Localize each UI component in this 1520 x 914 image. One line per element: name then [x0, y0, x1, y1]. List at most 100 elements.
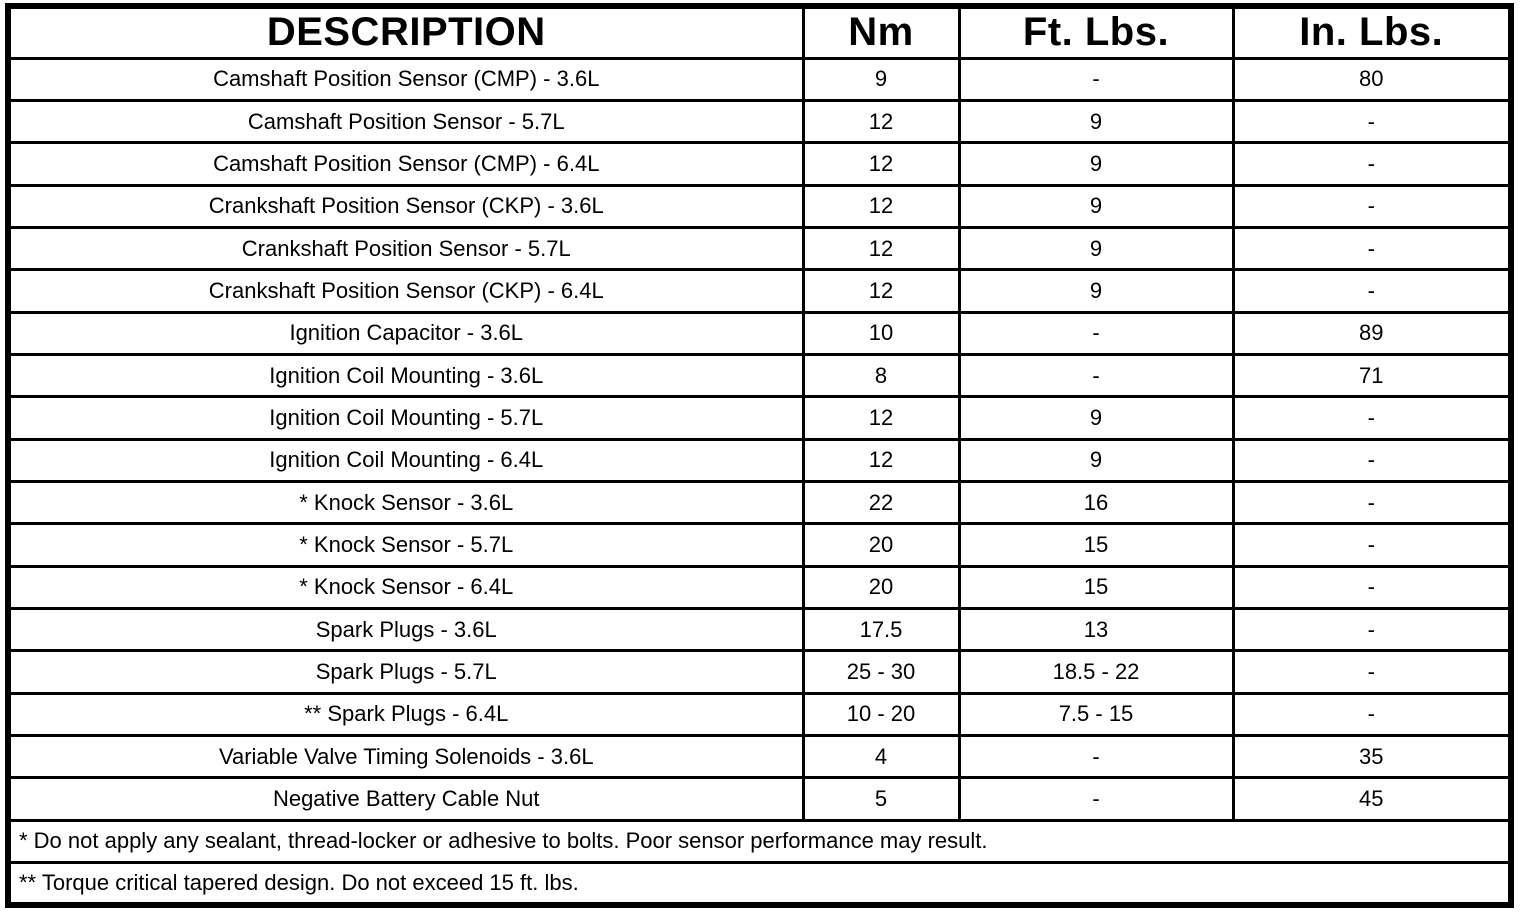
ft-lbs-cell: - — [957, 56, 1235, 102]
nm-cell: 12 — [801, 268, 961, 314]
footnote-row: ** Torque critical tapered design. Do no… — [6, 861, 1513, 907]
footnote-row: * Do not apply any sealant, thread-locke… — [6, 818, 1513, 865]
in-lbs-cell: - — [1231, 141, 1513, 187]
description-cell: ** Spark Plugs - 6.4L — [6, 691, 805, 738]
nm-cell: 17.5 — [801, 606, 961, 653]
ft-lbs-cell: 16 — [957, 479, 1235, 526]
ft-lbs-cell: - — [957, 310, 1235, 356]
ft-lbs-cell: 9 — [957, 183, 1235, 229]
table-row: * Knock Sensor - 3.6L 22 16- — [6, 479, 1513, 526]
nm-cell: 20 — [801, 522, 961, 568]
description-cell: Variable Valve Timing Solenoids - 3.6L — [6, 733, 805, 780]
table-row: Crankshaft Position Sensor (CKP) - 6.4L 1… — [6, 268, 1513, 314]
in-lbs-cell: - — [1231, 98, 1513, 145]
description-cell: Ignition Coil Mounting - 3.6L — [6, 352, 805, 399]
column-header-nm: Nm — [801, 4, 961, 60]
column-header-in-lbs: In. Lbs. — [1231, 4, 1513, 60]
in-lbs-cell: - — [1231, 691, 1513, 738]
nm-cell: 25 - 30 — [801, 649, 961, 695]
table-row: Variable Valve Timing Solenoids - 3.6L 4-… — [6, 733, 1513, 780]
description-cell: * Knock Sensor - 6.4L — [6, 564, 805, 610]
ft-lbs-cell: 18.5 - 22 — [957, 649, 1235, 695]
ft-lbs-cell: 15 — [957, 564, 1235, 610]
description-cell: * Knock Sensor - 5.7L — [6, 522, 805, 568]
ft-lbs-cell: 13 — [957, 606, 1235, 653]
in-lbs-cell: 35 — [1231, 733, 1513, 780]
table-row: Spark Plugs - 3.6L 17.5 13- — [6, 606, 1513, 653]
nm-cell: 4 — [801, 733, 961, 780]
table-row: * Knock Sensor - 5.7L 20 15- — [6, 522, 1513, 568]
nm-cell: 5 — [801, 776, 961, 822]
header-row: DESCRIPTION Nm Ft. Lbs. In. Lbs. — [6, 4, 1513, 60]
description-cell: * Knock Sensor - 3.6L — [6, 479, 805, 526]
table-row: * Knock Sensor - 6.4L 20 15- — [6, 564, 1513, 610]
table-row: Ignition Coil Mounting - 3.6L 8-71 — [6, 352, 1513, 399]
description-cell: Crankshaft Position Sensor (CKP) - 6.4L — [6, 268, 805, 314]
nm-cell: 12 — [801, 98, 961, 145]
nm-cell: 10 - 20 — [801, 691, 961, 738]
table-row: ** Spark Plugs - 6.4L 10 - 20 7.5 - 15- — [6, 691, 1513, 738]
ft-lbs-cell: 9 — [957, 268, 1235, 314]
description-cell: Camshaft Position Sensor (CMP) - 6.4L — [6, 141, 805, 187]
nm-cell: 10 — [801, 310, 961, 356]
ft-lbs-cell: 7.5 - 15 — [957, 691, 1235, 738]
nm-cell: 20 — [801, 564, 961, 610]
column-header-description: DESCRIPTION — [6, 4, 805, 60]
in-lbs-cell: - — [1231, 225, 1513, 272]
nm-cell: 22 — [801, 479, 961, 526]
table-row: Camshaft Position Sensor (CMP) - 6.4L 12 9… — [6, 141, 1513, 187]
nm-cell: 12 — [801, 183, 961, 229]
footnote-torque-critical: ** Torque critical tapered design. Do no… — [6, 861, 1513, 907]
description-cell: Crankshaft Position Sensor - 5.7L — [6, 225, 805, 272]
footnote-sealant: * Do not apply any sealant, thread-locke… — [6, 818, 1513, 865]
table-row: Ignition Capacitor - 3.6L 10-89 — [6, 310, 1513, 356]
table-body: Camshaft Position Sensor (CMP) - 3.6L 9-8… — [6, 56, 1513, 822]
ft-lbs-cell: 9 — [957, 395, 1235, 441]
description-cell: Negative Battery Cable Nut — [6, 776, 805, 822]
in-lbs-cell: 89 — [1231, 310, 1513, 356]
footnotes-body: * Do not apply any sealant, thread-locke… — [6, 818, 1513, 907]
torque-spec-table: DESCRIPTION Nm Ft. Lbs. In. Lbs. Camshaf… — [5, 3, 1514, 908]
nm-cell: 12 — [801, 395, 961, 441]
in-lbs-cell: - — [1231, 268, 1513, 314]
ft-lbs-cell: - — [957, 776, 1235, 822]
in-lbs-cell: - — [1231, 522, 1513, 568]
nm-cell: 12 — [801, 141, 961, 187]
ft-lbs-cell: 9 — [957, 98, 1235, 145]
table-header: DESCRIPTION Nm Ft. Lbs. In. Lbs. — [6, 4, 1513, 60]
nm-cell: 9 — [801, 56, 961, 102]
table-row: Ignition Coil Mounting - 6.4L 12 9- — [6, 437, 1513, 483]
ft-lbs-cell: 9 — [957, 141, 1235, 187]
in-lbs-cell: - — [1231, 183, 1513, 229]
description-cell: Ignition Coil Mounting - 6.4L — [6, 437, 805, 483]
description-cell: Spark Plugs - 3.6L — [6, 606, 805, 653]
table-row: Spark Plugs - 5.7L 25 - 30 18.5 - 22- — [6, 649, 1513, 695]
in-lbs-cell: 71 — [1231, 352, 1513, 399]
in-lbs-cell: - — [1231, 564, 1513, 610]
description-cell: Ignition Coil Mounting - 5.7L — [6, 395, 805, 441]
column-header-ft-lbs: Ft. Lbs. — [957, 4, 1235, 60]
in-lbs-cell: - — [1231, 649, 1513, 695]
in-lbs-cell: 80 — [1231, 56, 1513, 102]
table-row: Crankshaft Position Sensor - 5.7L 12 9- — [6, 225, 1513, 272]
ft-lbs-cell: 9 — [957, 437, 1235, 483]
description-cell: Crankshaft Position Sensor (CKP) - 3.6L — [6, 183, 805, 229]
table-row: Camshaft Position Sensor - 5.7L 12 9- — [6, 98, 1513, 145]
in-lbs-cell: - — [1231, 395, 1513, 441]
nm-cell: 12 — [801, 437, 961, 483]
table-row: Ignition Coil Mounting - 5.7L 12 9- — [6, 395, 1513, 441]
table-row: Crankshaft Position Sensor (CKP) - 3.6L 1… — [6, 183, 1513, 229]
table-row: Camshaft Position Sensor (CMP) - 3.6L 9-8… — [6, 56, 1513, 102]
in-lbs-cell: 45 — [1231, 776, 1513, 822]
in-lbs-cell: - — [1231, 606, 1513, 653]
table-row: Negative Battery Cable Nut 5-45 — [6, 776, 1513, 822]
nm-cell: 8 — [801, 352, 961, 399]
description-cell: Camshaft Position Sensor - 5.7L — [6, 98, 805, 145]
description-cell: Ignition Capacitor - 3.6L — [6, 310, 805, 356]
description-cell: Spark Plugs - 5.7L — [6, 649, 805, 695]
ft-lbs-cell: - — [957, 352, 1235, 399]
ft-lbs-cell: 15 — [957, 522, 1235, 568]
ft-lbs-cell: 9 — [957, 225, 1235, 272]
in-lbs-cell: - — [1231, 437, 1513, 483]
